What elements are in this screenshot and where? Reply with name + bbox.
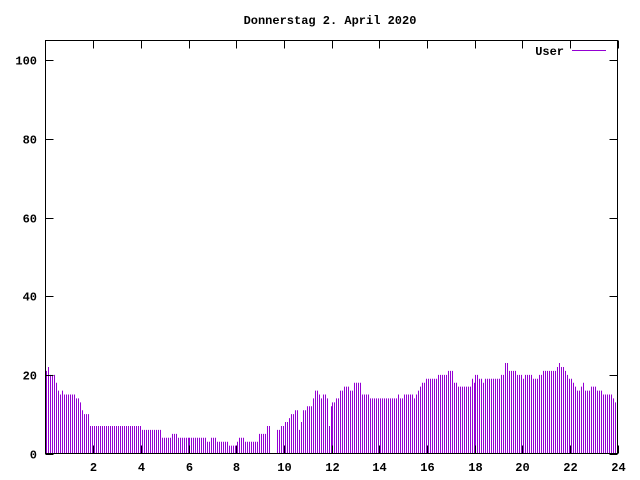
chart-title: Donnerstag 2. April 2020 <box>244 14 417 28</box>
x-tick-label: 24 <box>611 461 625 475</box>
x-tick-label: 12 <box>325 461 339 475</box>
x-tick-label: 14 <box>372 461 386 475</box>
bars <box>46 363 618 454</box>
x-tick-label: 4 <box>138 461 145 475</box>
x-tick-label: 18 <box>468 461 482 475</box>
plot-frame <box>45 40 618 454</box>
x-tick-label: 6 <box>186 461 193 475</box>
legend-label: User <box>535 45 564 59</box>
x-tick-label: 16 <box>420 461 434 475</box>
x-tick-label: 22 <box>563 461 577 475</box>
y-tick-label: 100 <box>15 55 37 69</box>
x-tick-label: 2 <box>90 461 97 475</box>
x-tick-label: 10 <box>277 461 291 475</box>
y-tick-label: 60 <box>23 213 37 227</box>
x-tick-label: 20 <box>515 461 529 475</box>
x-tick-label: 8 <box>233 461 240 475</box>
y-tick-label: 40 <box>23 291 37 305</box>
y-tick-label: 0 <box>30 449 37 463</box>
y-tick-label: 20 <box>23 370 37 384</box>
y-tick-label: 80 <box>23 134 37 148</box>
